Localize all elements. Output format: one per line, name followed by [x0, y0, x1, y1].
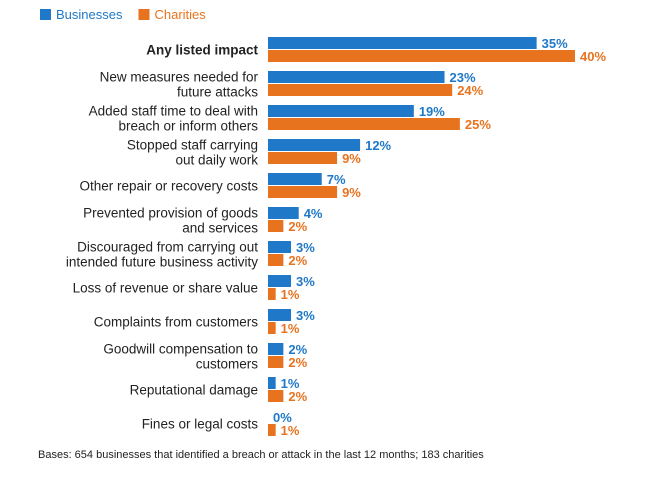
category-label-9: Goodwill compensation to customers: [103, 342, 258, 372]
value-label-charities-11: 1%: [281, 423, 300, 438]
category-label-2: Added staff time to deal with breach or i…: [89, 104, 259, 134]
value-label-charities-1: 24%: [457, 83, 483, 98]
legend-swatch-0: [40, 9, 51, 20]
bar-businesses-4: [268, 173, 322, 185]
value-label-businesses-1: 23%: [450, 70, 476, 85]
value-label-charities-0: 40%: [580, 49, 606, 64]
value-label-businesses-10: 1%: [281, 376, 300, 391]
category-label-line: out daily work: [175, 153, 258, 168]
bars: [268, 37, 575, 436]
bar-charities-6: [268, 254, 284, 266]
value-label-charities-5: 2%: [288, 219, 307, 234]
bar-businesses-8: [268, 309, 292, 321]
bar-businesses-7: [268, 275, 292, 287]
bar-charities-4: [268, 186, 338, 198]
bar-charities-7: [268, 288, 276, 300]
bar-businesses-5: [268, 207, 299, 219]
category-label-0: Any listed impact: [146, 43, 258, 58]
bar-charities-0: [268, 50, 575, 62]
category-label-5: Prevented provision of goods and services: [83, 206, 258, 236]
category-label-line: customers: [196, 357, 259, 372]
bar-businesses-1: [268, 71, 445, 83]
bar-charities-1: [268, 84, 453, 96]
value-label-businesses-4: 7%: [327, 172, 346, 187]
category-labels: Any listed impact New measures needed for…: [66, 43, 259, 432]
bar-businesses-9: [268, 343, 284, 355]
value-label-businesses-8: 3%: [296, 308, 315, 323]
category-label-line: Prevented provision of goods: [83, 206, 258, 221]
category-label-8: Complaints from customers: [94, 315, 259, 330]
value-labels: 35%40%23%24%19%25%12%9%7%9%4%2%3%2%3%1%3…: [273, 36, 606, 438]
category-label-line: Added staff time to deal with: [89, 104, 258, 119]
bar-businesses-10: [268, 377, 276, 389]
bar-businesses-2: [268, 105, 414, 117]
category-label-4: Other repair or recovery costs: [79, 179, 258, 194]
value-label-businesses-7: 3%: [296, 274, 315, 289]
value-label-businesses-9: 2%: [288, 342, 307, 357]
category-label-line: and services: [182, 221, 258, 236]
category-label-line: breach or inform others: [118, 119, 258, 134]
legend-label-1: Charities: [154, 7, 206, 22]
value-label-businesses-5: 4%: [304, 206, 323, 221]
value-label-businesses-0: 35%: [542, 36, 568, 51]
legend-swatch-1: [138, 9, 150, 20]
legend: Businesses Charities: [40, 7, 206, 22]
value-label-charities-8: 1%: [281, 321, 300, 336]
bar-charities-11: [268, 424, 276, 436]
bar-charities-8: [268, 322, 276, 334]
value-label-charities-6: 2%: [288, 253, 307, 268]
category-label-7: Loss of revenue or share value: [73, 281, 258, 296]
category-label-1: New measures needed for future attacks: [100, 70, 259, 100]
category-label-3: Stopped staff carrying out daily work: [127, 138, 258, 168]
value-label-charities-9: 2%: [288, 355, 307, 370]
value-label-businesses-6: 3%: [296, 240, 315, 255]
bar-charities-3: [268, 152, 338, 164]
value-label-charities-3: 9%: [342, 151, 361, 166]
value-label-charities-10: 2%: [288, 389, 307, 404]
value-label-charities-2: 25%: [465, 117, 491, 132]
bar-charities-9: [268, 356, 284, 368]
value-label-businesses-3: 12%: [365, 138, 391, 153]
category-label-line: future attacks: [177, 85, 258, 100]
category-label-line: New measures needed for: [100, 70, 259, 85]
value-label-businesses-11: 0%: [273, 410, 292, 425]
bar-businesses-3: [268, 139, 361, 151]
category-label-11: Fines or legal costs: [142, 417, 259, 432]
bar-businesses-0: [268, 37, 537, 49]
bar-businesses-6: [268, 241, 292, 253]
bar-charities-5: [268, 220, 284, 232]
category-label-10: Reputational damage: [130, 383, 258, 398]
value-label-charities-7: 1%: [281, 287, 300, 302]
legend-label-0: Businesses: [56, 7, 123, 22]
footnote: Bases: 654 businesses that identified a …: [38, 449, 484, 461]
bar-charities-10: [268, 390, 284, 402]
bar-charities-2: [268, 118, 460, 130]
category-label-line: Stopped staff carrying: [127, 138, 258, 153]
category-label-line: Goodwill compensation to: [103, 342, 258, 357]
value-label-charities-4: 9%: [342, 185, 361, 200]
category-label-6: Discouraged from carrying out intended fu…: [66, 240, 258, 270]
category-label-line: Discouraged from carrying out: [77, 240, 258, 255]
value-label-businesses-2: 19%: [419, 104, 445, 119]
category-label-line: intended future business activity: [66, 255, 258, 270]
